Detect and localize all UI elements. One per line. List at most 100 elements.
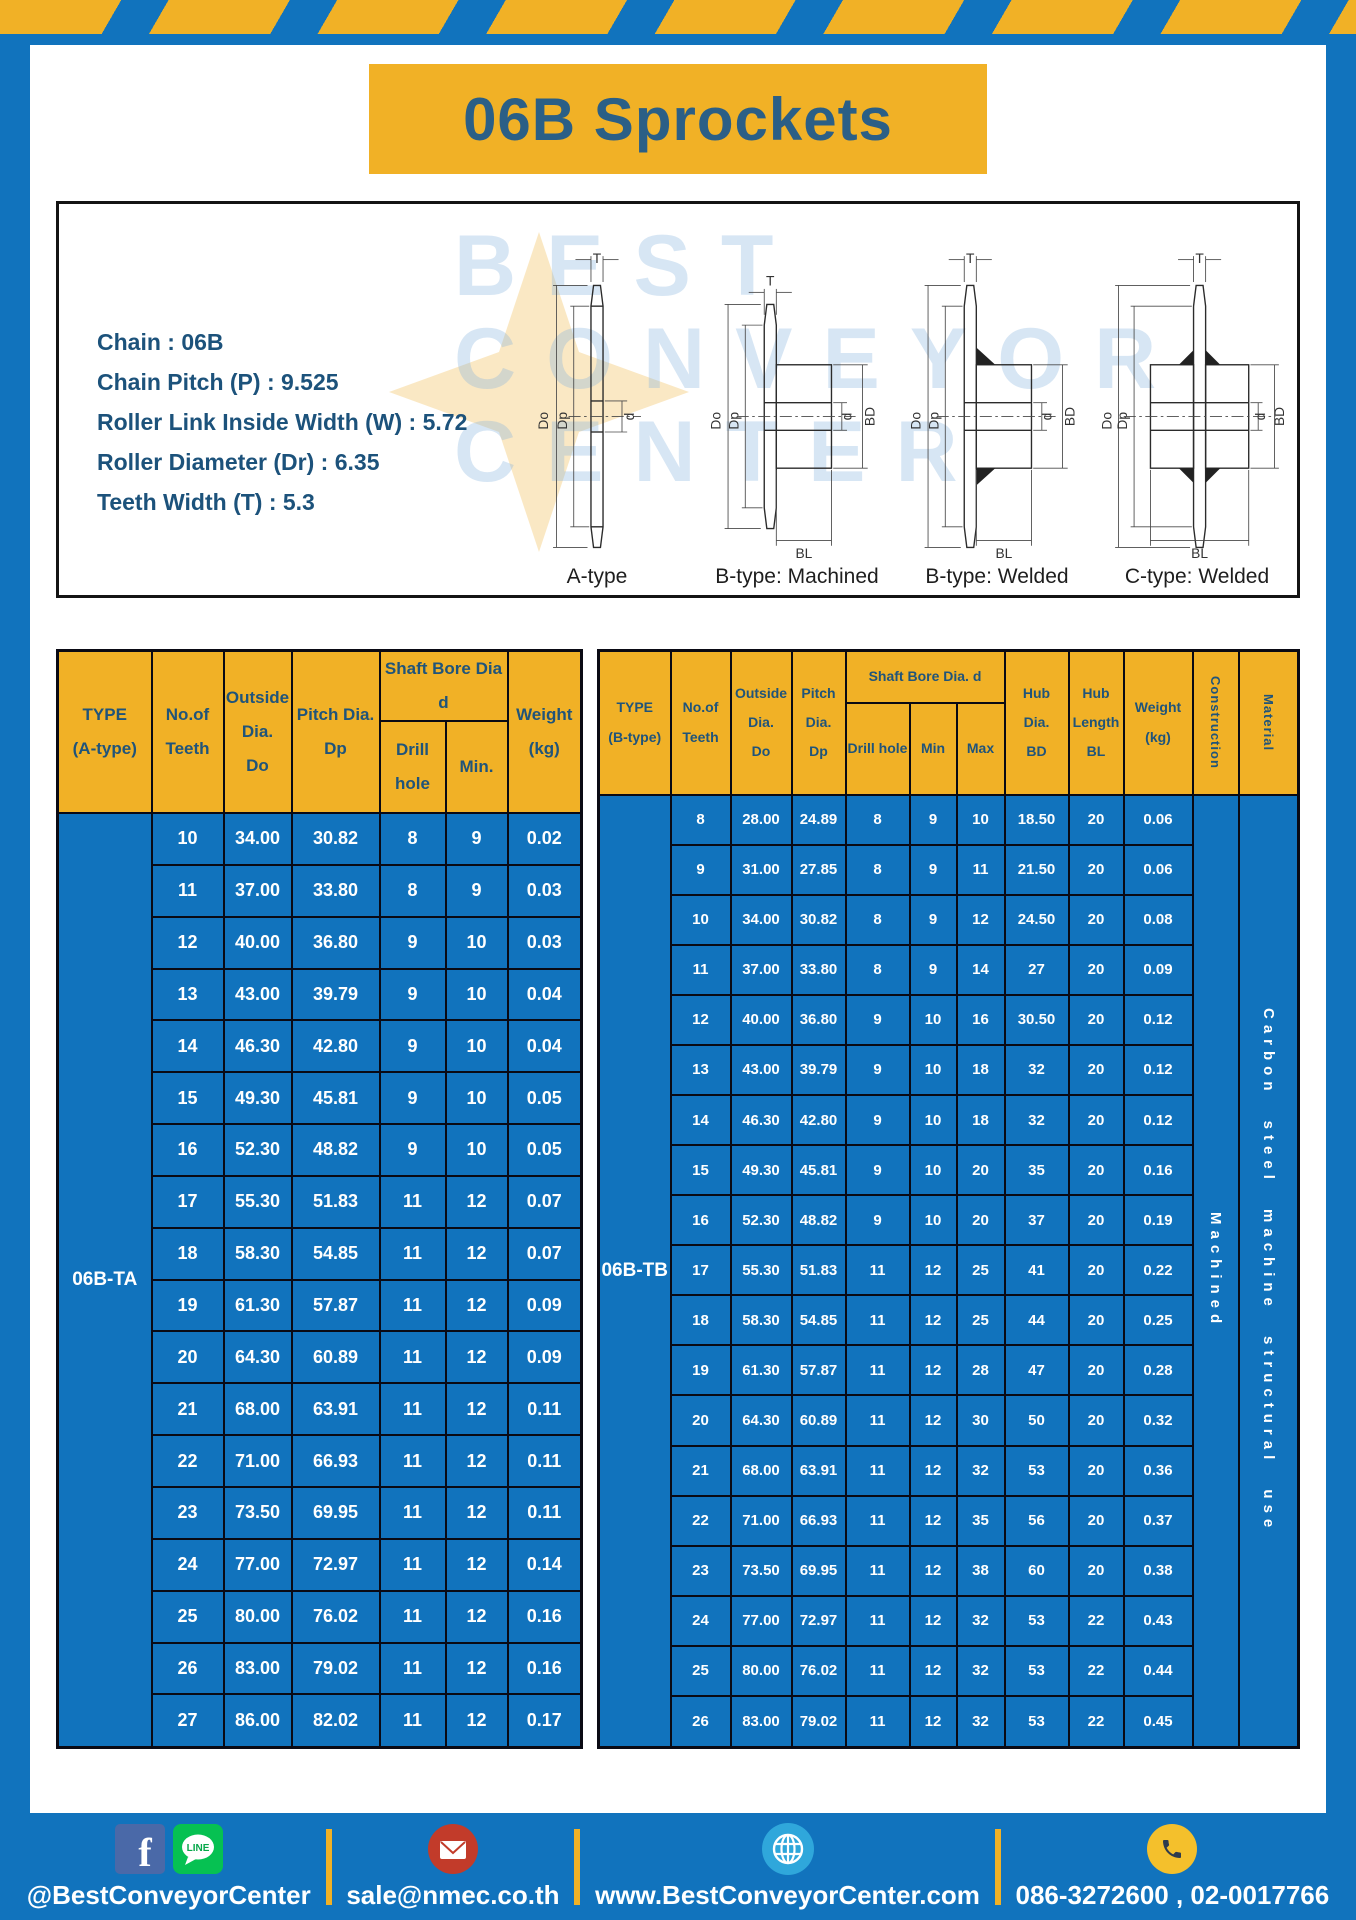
table-cell: 52.30 <box>729 1194 793 1247</box>
table-cell: 11 <box>378 1226 447 1281</box>
table-cell: 46.30 <box>729 1093 793 1147</box>
table-cell: 0.17 <box>506 1693 583 1749</box>
table-cell: 32 <box>955 1594 1006 1647</box>
table-cell: 12 <box>908 1344 958 1397</box>
table-cell: 0.04 <box>506 967 583 1022</box>
table-cell: 80.00 <box>729 1644 793 1697</box>
table-cell: 53 <box>1003 1594 1070 1647</box>
table-cell: 12 <box>669 993 732 1046</box>
table-row: 19 61.30 57.87 11 12 28 47 20 0.28 <box>599 1344 1299 1397</box>
table-cell: 20 <box>1067 1093 1125 1147</box>
footer-phone: 086-3272600 , 02-0017766 <box>1015 1823 1329 1911</box>
dim-label-dp: Dp <box>1115 412 1130 430</box>
table-cell: 12 <box>444 1537 509 1592</box>
table-cell: 17 <box>150 1174 225 1229</box>
sprocket-diagram-a-type: T Do Dp d <box>536 251 641 549</box>
table-row: 15 49.30 45.81 9 10 0.05 <box>58 1071 583 1126</box>
svg-text:LINE: LINE <box>186 1843 209 1854</box>
footer-social: f LINE @BestConveyorCenter <box>27 1823 311 1911</box>
table-cell: 20 <box>1067 893 1125 946</box>
spec-line-teeth-width: Teeth Width (T) : 5.3 <box>97 489 315 515</box>
table-cell: 0.28 <box>1122 1344 1194 1397</box>
table-cell: 11 <box>844 1694 911 1749</box>
table-cell: 11 <box>844 1344 911 1397</box>
table-cell: 58.30 <box>729 1294 793 1347</box>
table-cell: 17 <box>669 1244 732 1297</box>
contact-footer: f LINE @BestConveyorCenter sa <box>0 1813 1356 1920</box>
table-cell: 83.00 <box>729 1694 793 1749</box>
table-cell: 0.06 <box>1122 843 1194 896</box>
table-cell: 44 <box>1003 1294 1070 1347</box>
table-cell: 10 <box>908 1194 958 1247</box>
table-cell: 53 <box>1003 1644 1070 1697</box>
table-cell: 51.83 <box>290 1174 381 1229</box>
table-cell: 14 <box>955 943 1006 996</box>
table-cell: 10 <box>908 1093 958 1147</box>
col-header-weight: Weight (kg) <box>506 649 583 814</box>
figure-caption: B-type: Machined <box>715 565 879 588</box>
phone-icon <box>1147 1823 1198 1874</box>
table-cell: 53 <box>1003 1694 1070 1749</box>
table-cell: 42.80 <box>790 1093 847 1147</box>
table-cell: 32 <box>1003 1093 1070 1147</box>
table-cell: 39.79 <box>790 1043 847 1096</box>
table-cell: 12 <box>908 1544 958 1597</box>
spec-line-chain: Chain : 06B <box>97 329 224 355</box>
table-cell: 9 <box>378 967 447 1022</box>
table-cell: 8 <box>844 843 911 896</box>
table-row: 27 86.00 82.02 11 12 0.17 <box>58 1693 583 1749</box>
table-cell: 10 <box>908 993 958 1046</box>
dim-label-dp: Dp <box>555 412 570 430</box>
col-header-outside-dia: Outside Dia. Do <box>222 649 293 814</box>
table-cell: 9 <box>844 1043 911 1096</box>
table-cell: 11 <box>669 943 732 996</box>
line-icon: LINE <box>172 1823 223 1874</box>
col-header-shaft-bore: Shaft Bore Dia d <box>378 649 509 722</box>
table-row: 21 68.00 63.91 11 12 0.11 <box>58 1382 583 1437</box>
table-row: 13 43.00 39.79 9 10 18 32 20 0.12 <box>599 1043 1299 1096</box>
footer-email: sale@nmec.co.th <box>346 1823 560 1911</box>
table-cell: 9 <box>908 843 958 896</box>
col-header-hub-length: Hub Length BL <box>1067 649 1125 796</box>
table-cell: 0.38 <box>1122 1544 1194 1597</box>
table-cell: 12 <box>444 1485 509 1540</box>
table-cell: 0.43 <box>1122 1594 1194 1647</box>
table-cell: 24 <box>150 1537 225 1592</box>
table-cell: 12 <box>908 1294 958 1347</box>
spec-line-roller-dia: Roller Diameter (Dr) : 6.35 <box>97 449 380 475</box>
col-header-drill-hole: Drill hole <box>378 720 447 814</box>
table-cell: 16 <box>955 993 1006 1046</box>
table-cell: 24.50 <box>1003 893 1070 946</box>
table-cell: 60 <box>1003 1544 1070 1597</box>
table-cell: 28.00 <box>729 793 793 846</box>
table-cell: 35 <box>955 1494 1006 1547</box>
table-cell: 73.50 <box>222 1485 293 1540</box>
table-cell: 9 <box>844 1093 911 1147</box>
table-row: 16 52.30 48.82 9 10 0.05 <box>58 1123 583 1177</box>
table-cell: 0.05 <box>506 1123 583 1177</box>
table-cell: 23 <box>669 1544 732 1597</box>
chain-specs: Chain : 06B Chain Pitch (P) : 9.525 Roll… <box>59 204 497 595</box>
table-cell: 0.37 <box>1122 1494 1194 1547</box>
table-cell: 27.85 <box>790 843 847 896</box>
diagram-panel: BEST CONVEYOR CENTER Chain : 06B Chain P… <box>56 201 1300 598</box>
table-cell: 20 <box>1067 1294 1125 1347</box>
table-b-type: TYPE (B-type) No.of Teeth Outside Dia. D… <box>597 649 1300 1749</box>
table-cell: 0.06 <box>1122 793 1194 846</box>
table-b-header: TYPE (B-type) No.of Teeth Outside Dia. D… <box>597 649 1300 796</box>
col-header-pitch-dia: Pitch Dia. Dp <box>290 649 381 814</box>
table-cell: 0.05 <box>506 1071 583 1126</box>
table-cell: 34.00 <box>222 812 293 866</box>
dim-label-d: d <box>1039 413 1054 421</box>
table-cell: 23 <box>150 1485 225 1540</box>
table-cell: 20 <box>955 1194 1006 1247</box>
table-row: 14 46.30 42.80 9 10 0.04 <box>58 1019 583 1074</box>
table-cell: 0.02 <box>506 812 583 866</box>
table-cell: 12 <box>444 1330 509 1385</box>
table-cell: 26 <box>669 1694 732 1749</box>
table-row: 19 61.30 57.87 11 12 0.09 <box>58 1278 583 1333</box>
table-cell: 12 <box>444 1226 509 1281</box>
phone-numbers: 086-3272600 , 02-0017766 <box>1015 1879 1330 1910</box>
page-title: 06B Sprockets <box>463 85 893 153</box>
table-cell: 63.91 <box>290 1382 381 1437</box>
